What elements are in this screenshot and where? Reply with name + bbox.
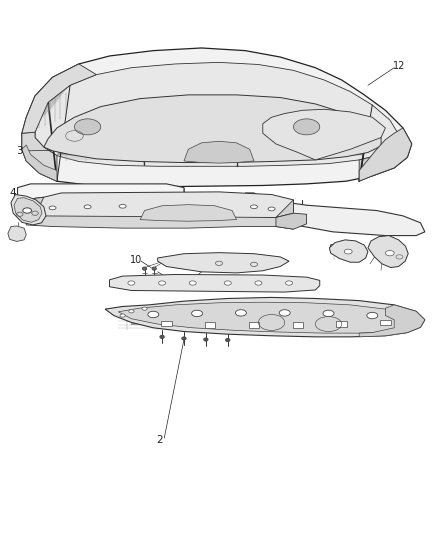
Polygon shape	[368, 236, 408, 268]
Ellipse shape	[323, 310, 334, 317]
Polygon shape	[158, 253, 289, 273]
Ellipse shape	[148, 311, 159, 318]
Polygon shape	[11, 195, 46, 225]
Polygon shape	[22, 48, 412, 187]
Polygon shape	[276, 213, 307, 229]
Text: 1: 1	[18, 210, 25, 220]
Text: 10: 10	[130, 255, 142, 265]
Ellipse shape	[49, 206, 56, 209]
Ellipse shape	[279, 310, 290, 316]
Polygon shape	[26, 192, 293, 221]
Text: 2: 2	[156, 435, 163, 445]
Polygon shape	[44, 95, 381, 163]
Ellipse shape	[204, 338, 208, 341]
Ellipse shape	[385, 251, 394, 256]
Polygon shape	[184, 141, 254, 163]
Polygon shape	[22, 64, 96, 133]
Polygon shape	[35, 62, 399, 166]
Ellipse shape	[182, 337, 186, 340]
Bar	[336, 321, 347, 327]
Polygon shape	[359, 134, 412, 181]
Polygon shape	[14, 198, 42, 222]
Ellipse shape	[251, 205, 258, 209]
Polygon shape	[359, 128, 412, 181]
Polygon shape	[276, 200, 293, 217]
Text: 9: 9	[221, 255, 228, 265]
Ellipse shape	[293, 119, 320, 135]
Ellipse shape	[286, 281, 293, 285]
Bar	[249, 322, 259, 328]
Text: 12: 12	[393, 61, 406, 70]
Polygon shape	[105, 297, 425, 337]
Text: 7: 7	[379, 229, 386, 238]
Polygon shape	[26, 197, 44, 216]
Ellipse shape	[255, 281, 262, 285]
Polygon shape	[110, 274, 320, 292]
Polygon shape	[8, 226, 26, 241]
Ellipse shape	[159, 281, 166, 285]
Bar	[205, 322, 215, 328]
Ellipse shape	[120, 314, 125, 317]
Ellipse shape	[160, 335, 164, 338]
Ellipse shape	[344, 249, 352, 254]
Polygon shape	[118, 302, 416, 333]
Polygon shape	[26, 216, 293, 229]
Ellipse shape	[189, 281, 196, 285]
Ellipse shape	[142, 267, 147, 270]
Text: 4: 4	[10, 189, 17, 198]
Polygon shape	[140, 205, 237, 221]
Ellipse shape	[224, 281, 231, 285]
Ellipse shape	[142, 307, 147, 310]
Ellipse shape	[128, 281, 135, 285]
Ellipse shape	[226, 338, 230, 342]
Ellipse shape	[367, 312, 378, 319]
Ellipse shape	[152, 267, 156, 270]
Bar	[161, 321, 172, 326]
Bar	[293, 322, 303, 328]
Text: 6: 6	[269, 203, 276, 213]
Ellipse shape	[268, 207, 275, 211]
Ellipse shape	[129, 310, 134, 313]
Ellipse shape	[192, 310, 202, 317]
Text: 3: 3	[16, 146, 23, 156]
Polygon shape	[263, 109, 385, 160]
Ellipse shape	[119, 205, 126, 208]
Ellipse shape	[74, 119, 101, 135]
Text: 8: 8	[328, 245, 335, 254]
Ellipse shape	[23, 208, 32, 213]
Text: 5: 5	[244, 197, 251, 206]
Polygon shape	[22, 145, 57, 181]
Bar	[380, 320, 391, 325]
Polygon shape	[18, 184, 184, 204]
Ellipse shape	[84, 205, 91, 209]
Ellipse shape	[236, 310, 246, 316]
Polygon shape	[329, 240, 368, 262]
Polygon shape	[245, 193, 425, 236]
Polygon shape	[22, 132, 57, 181]
Polygon shape	[359, 305, 425, 337]
